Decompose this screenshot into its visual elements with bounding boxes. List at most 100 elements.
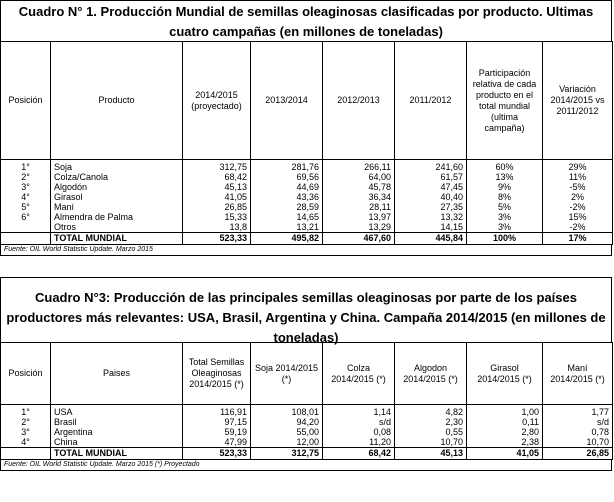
- total-variation-cell: 17%: [542, 232, 613, 245]
- value-cell: 47,45: [394, 182, 467, 192]
- share-cell: 5%: [466, 202, 543, 212]
- value-cell: 28,11: [322, 202, 395, 212]
- value-cell: 28,59: [250, 202, 323, 212]
- share-cell: 3%: [466, 212, 543, 222]
- total-value-cell: 68,42: [322, 447, 395, 460]
- total-value-cell: 312,75: [250, 447, 323, 460]
- product-cell: Maní: [50, 202, 183, 212]
- share-cell: 8%: [466, 192, 543, 202]
- value-cell: 13,97: [322, 212, 395, 222]
- value-cell: s/d: [322, 417, 395, 427]
- table-1-title: Cuadro N° 1. Producción Mundial de semil…: [0, 0, 612, 41]
- total-label: TOTAL MUNDIAL: [50, 232, 183, 245]
- table-1-source: Fuente: OIL World Statistic Update. Marz…: [0, 245, 612, 256]
- variation-cell: 11%: [542, 172, 613, 182]
- value-cell: 1,14: [322, 404, 395, 417]
- country-cell: Brasil: [50, 417, 183, 427]
- total-label: TOTAL MUNDIAL: [50, 447, 183, 460]
- value-cell: 281,76: [250, 159, 323, 172]
- value-cell: 14,65: [250, 212, 323, 222]
- value-cell: 0,11: [466, 417, 543, 427]
- table-row: 2° Brasil 97,15 94,20 s/d 2,30 0,11 s/d: [0, 417, 613, 427]
- table-row: 6° Almendra de Palma 15,33 14,65 13,97 1…: [0, 212, 613, 222]
- position-cell: 5°: [0, 202, 51, 212]
- header-variation: Variación 2014/2015 vs 2011/2012: [542, 41, 613, 160]
- value-cell: 108,01: [250, 404, 323, 417]
- table-row: 3° Argentina 59,19 55,00 0,08 0,55 2,80 …: [0, 427, 613, 437]
- header-2011-2012: 2011/2012: [394, 41, 467, 160]
- total-row: TOTAL MUNDIAL 523,33 495,82 467,60 445,8…: [0, 232, 613, 245]
- position-cell: 6°: [0, 212, 51, 222]
- position-cell: 3°: [0, 427, 51, 437]
- product-cell: Algodón: [50, 182, 183, 192]
- variation-cell: 15%: [542, 212, 613, 222]
- total-value-cell: 45,13: [394, 447, 467, 460]
- value-cell: 14,15: [394, 222, 467, 233]
- header-girasol: Girasol 2014/2015 (*): [466, 342, 543, 405]
- table-2-source: Fuente: OIL World Statistic Update. Marz…: [0, 460, 612, 471]
- value-cell: 15,33: [182, 212, 251, 222]
- table-row: 4° China 47,99 12,00 11,20 10,70 2,38 10…: [0, 437, 613, 448]
- value-cell: 10,70: [542, 437, 613, 448]
- product-cell: Girasol: [50, 192, 183, 202]
- value-cell: 0,78: [542, 427, 613, 437]
- table-row: 5° Maní 26,85 28,59 28,11 27,35 5% -2%: [0, 202, 613, 212]
- table-row: 3° Algodón 45,13 44,69 45,78 47,45 9% -5…: [0, 182, 613, 192]
- table-2-title: Cuadro N°3: Producción de las principale…: [0, 277, 612, 345]
- value-cell: 2,30: [394, 417, 467, 427]
- variation-cell: 2%: [542, 192, 613, 202]
- product-cell: Colza/Canola: [50, 172, 183, 182]
- value-cell: 4,82: [394, 404, 467, 417]
- value-cell: 13,21: [250, 222, 323, 233]
- position-cell: 3°: [0, 182, 51, 192]
- product-cell: Soja: [50, 159, 183, 172]
- total-value-cell: 523,33: [182, 447, 251, 460]
- production-by-product-table: Posición Producto 2014/2015 (proyectado)…: [0, 41, 613, 245]
- value-cell: 13,29: [322, 222, 395, 233]
- position-cell: 2°: [0, 172, 51, 182]
- value-cell: 40,40: [394, 192, 467, 202]
- value-cell: 44,69: [250, 182, 323, 192]
- header-total-seeds: Total Semillas Oleaginosas 2014/2015 (*): [182, 342, 251, 405]
- value-cell: 43,36: [250, 192, 323, 202]
- header-algodon: Algodon 2014/2015 (*): [394, 342, 467, 405]
- table-row: 1° Soja 312,75 281,76 266,11 241,60 60% …: [0, 159, 613, 172]
- header-product: Producto: [50, 41, 183, 160]
- table-row: 1° USA 116,91 108,01 1,14 4,82 1,00 1,77: [0, 404, 613, 417]
- value-cell: 36,34: [322, 192, 395, 202]
- production-by-country-table: Posición Paises Total Semillas Oleaginos…: [0, 342, 613, 460]
- country-cell: Argentina: [50, 427, 183, 437]
- value-cell: 116,91: [182, 404, 251, 417]
- total-position-cell: [0, 232, 51, 245]
- value-cell: 94,20: [250, 417, 323, 427]
- position-cell: [0, 222, 51, 233]
- table-1-block: Cuadro N° 1. Producción Mundial de semil…: [0, 0, 613, 256]
- share-cell: 60%: [466, 159, 543, 172]
- total-value-cell: 26,85: [542, 447, 613, 460]
- table-row: Otros 13,8 13,21 13,29 14,15 3% -2%: [0, 222, 613, 233]
- value-cell: 45,13: [182, 182, 251, 192]
- value-cell: 47,99: [182, 437, 251, 448]
- total-position-cell: [0, 447, 51, 460]
- header-mani: Maní 2014/2015 (*): [542, 342, 613, 405]
- value-cell: 55,00: [250, 427, 323, 437]
- total-value-cell: 41,05: [466, 447, 543, 460]
- value-cell: 12,00: [250, 437, 323, 448]
- value-cell: 26,85: [182, 202, 251, 212]
- share-cell: 9%: [466, 182, 543, 192]
- header-country: Paises: [50, 342, 183, 405]
- header-share: Participación relativa de cada producto …: [466, 41, 543, 160]
- value-cell: 68,42: [182, 172, 251, 182]
- table-2-block: Cuadro N°3: Producción de las principale…: [0, 277, 613, 471]
- value-cell: 2,38: [466, 437, 543, 448]
- product-cell: Otros: [50, 222, 183, 233]
- position-cell: 4°: [0, 192, 51, 202]
- variation-cell: -5%: [542, 182, 613, 192]
- table-row: 2° Colza/Canola 68,42 69,56 64,00 61,57 …: [0, 172, 613, 182]
- value-cell: 312,75: [182, 159, 251, 172]
- total-row: TOTAL MUNDIAL 523,33 312,75 68,42 45,13 …: [0, 447, 613, 460]
- position-cell: 1°: [0, 404, 51, 417]
- header-position: Posición: [0, 342, 51, 405]
- value-cell: 0,55: [394, 427, 467, 437]
- value-cell: 13,32: [394, 212, 467, 222]
